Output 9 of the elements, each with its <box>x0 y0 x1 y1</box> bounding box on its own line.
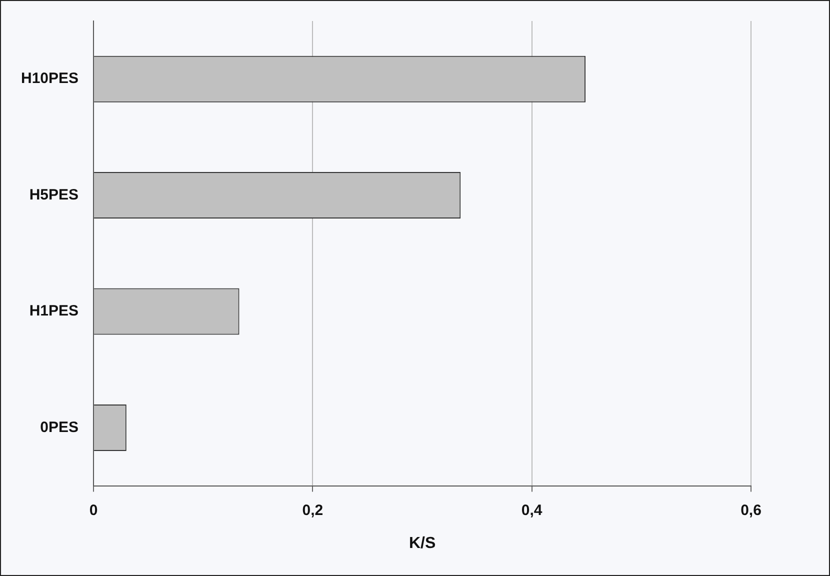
x-axis-title: K/S <box>408 534 436 552</box>
y-tick-label: H5PES <box>29 186 79 204</box>
y-tick-label: 0PES <box>40 418 79 436</box>
x-tick-label: 0,6 <box>740 502 762 519</box>
x-tick-label: 0 <box>89 502 98 519</box>
y-tick-label: H10PES <box>20 70 79 88</box>
y-tick-label: H1PES <box>29 302 79 320</box>
x-tick-label: 0,4 <box>521 502 543 519</box>
x-tick-label: 0,2 <box>302 502 324 519</box>
